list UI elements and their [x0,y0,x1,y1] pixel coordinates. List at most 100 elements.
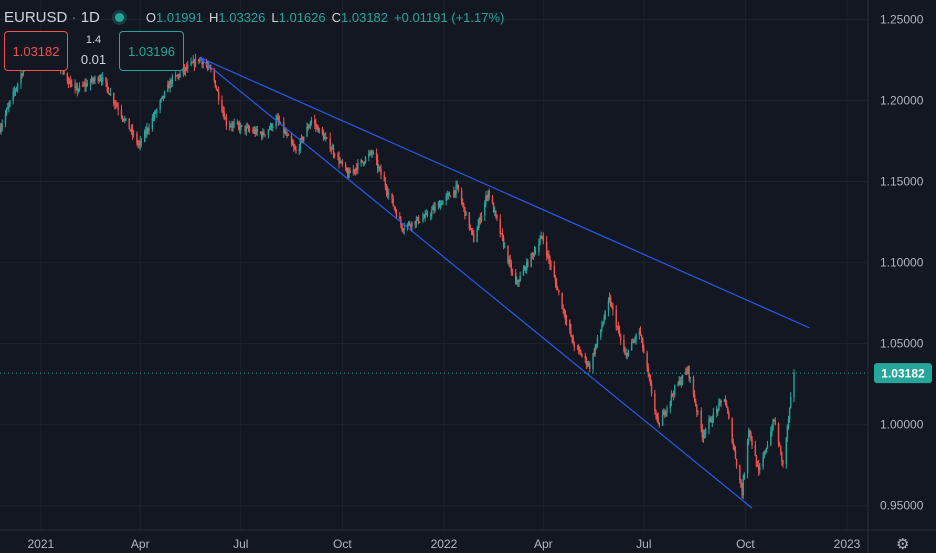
candle-body [503,245,506,247]
open-label: O [145,9,156,25]
candle-body [774,419,776,425]
candle-body [579,348,581,352]
candle-body [277,117,279,121]
candle-body [384,181,387,187]
candle-body [175,75,178,77]
candle-body [16,83,19,88]
time-axis: 2021 Apr Jul Oct 2022 Apr Jul Oct 2023 [28,537,861,551]
candle-body [748,430,750,441]
candle-body [510,263,513,272]
candle-body [199,57,201,62]
candle-body [147,128,149,131]
candle-body [434,206,436,211]
candle-body [782,461,784,464]
candle-body [286,134,288,136]
trendline-upper[interactable] [199,56,810,329]
candle-body [754,445,757,456]
candle-body [507,245,509,262]
candle-body [679,380,681,385]
candle-body [7,107,9,110]
candle-body [138,143,140,145]
price-tick-label: 1.25000 [880,12,924,26]
candle-body [287,134,289,136]
candle-body [607,300,610,312]
candle-body [399,216,401,220]
candle-body [107,87,109,94]
candle-body [508,259,510,262]
candle-body [617,327,620,331]
candle-body [256,129,259,133]
gear-icon[interactable]: ⚙ [896,536,910,553]
candle-body [113,93,115,103]
candle-body [267,129,270,135]
candle-body [576,347,579,349]
candle-body [696,405,698,412]
trendline-lower[interactable] [199,57,753,509]
candle-body [429,214,432,217]
candle-body [692,377,695,395]
candle-body [569,320,571,330]
candle-body [20,74,22,84]
candle-body [593,353,595,355]
candle-body [178,74,180,77]
candle-body [228,125,231,127]
candle-body [633,340,635,342]
candle-body [331,148,334,150]
candle-body [727,407,729,413]
candle-body [594,347,596,355]
candle-body [426,212,429,217]
candle-body [240,125,242,130]
candle-body [68,80,71,84]
candle-body [236,123,239,125]
candle-body [66,73,69,82]
candle-body [0,128,1,132]
last-price-tag[interactable]: 1.03182 [874,363,932,384]
candle-body [414,221,416,225]
candle-body [565,320,568,322]
candle-body [246,126,249,128]
candle-body [130,128,133,131]
candle-body [333,154,336,157]
candle-body [270,124,273,129]
candle-body [223,112,225,120]
candle-body [723,399,726,402]
candle-body [564,315,567,321]
candle-body [318,128,320,133]
buy-button[interactable]: 1.03196 [119,31,184,71]
sell-button[interactable]: 1.03182 [4,31,68,71]
candle-body [162,95,165,98]
candle-body [478,218,480,225]
candle-body [661,414,664,426]
candle-body [485,196,487,203]
candle-body [9,100,11,105]
candle-body [8,104,10,108]
candle-body [615,309,617,328]
candle-body [711,421,713,423]
candle-body [221,99,223,112]
close-value: 1.03182 [341,9,389,25]
candle-body [732,442,734,446]
candle-body [191,62,193,64]
candle-body [121,116,124,119]
change-value: +0.01191 (+1.17%) [394,9,505,25]
candle-body [78,85,81,90]
candle-body [643,348,645,353]
candle-body [352,169,355,174]
candle-body [194,59,197,66]
candle-body [254,130,256,134]
candle-body [278,120,281,124]
candle-body [789,397,792,408]
candle-body [488,190,490,197]
candle-body [417,217,420,223]
candle-body [216,89,219,92]
symbol-name[interactable]: EURUSD · 1D [4,8,100,26]
candle-body [601,326,603,330]
candle-body [309,123,312,126]
candle-body [495,210,497,216]
time-tick-label: Apr [534,537,553,551]
candle-body [788,407,791,419]
candle-body [268,128,271,130]
quantity-value[interactable]: 1.4 [85,34,102,46]
candle-body [300,137,303,140]
